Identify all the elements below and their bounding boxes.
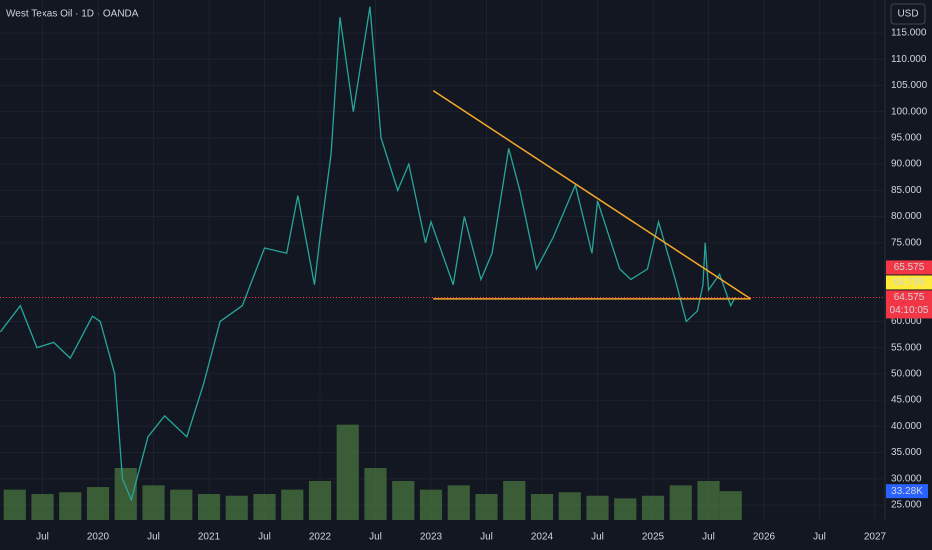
volume-bar bbox=[447, 485, 470, 520]
x-tick-label: 2023 bbox=[420, 532, 443, 543]
price-tag-bg bbox=[886, 260, 932, 275]
volume-bar bbox=[197, 494, 221, 520]
chart-title: West Texas Oil · 1D · OANDA bbox=[6, 9, 139, 20]
y-tick-label: 115.000 bbox=[891, 28, 927, 39]
price-tag: 64.759 bbox=[894, 277, 925, 288]
price-line bbox=[0, 6, 736, 502]
volume-bar bbox=[3, 489, 26, 520]
x-tick-label: Jul bbox=[36, 532, 49, 543]
x-tick-label: Jul bbox=[702, 532, 715, 543]
volume-tag-bg bbox=[886, 484, 928, 499]
x-tick-label: Jul bbox=[258, 532, 271, 543]
volume-bar bbox=[503, 481, 526, 520]
volume-bar bbox=[364, 468, 387, 520]
volume-bar bbox=[253, 494, 276, 520]
volume-bar bbox=[225, 495, 248, 520]
x-tick-label: 2022 bbox=[309, 532, 332, 543]
y-tick-label: 30.000 bbox=[891, 473, 922, 484]
volume-bar bbox=[719, 491, 742, 520]
price-tag: 65.575 bbox=[894, 262, 925, 273]
y-tick-label: 40.000 bbox=[891, 421, 922, 432]
x-tick-label: Jul bbox=[147, 532, 160, 543]
volume-bar bbox=[308, 481, 332, 520]
volume-tag: 33.28K bbox=[891, 486, 923, 497]
volume-bar bbox=[586, 495, 609, 520]
y-tick-label: 85.000 bbox=[891, 185, 922, 196]
currency[interactable]: USD bbox=[897, 9, 918, 20]
volume-bar bbox=[392, 481, 415, 520]
volume-bar bbox=[86, 487, 110, 520]
trend-line bbox=[432, 90, 752, 300]
price-tag-bg bbox=[886, 290, 932, 319]
price-tag: 64.575 bbox=[894, 292, 925, 303]
x-tick-label: 2021 bbox=[198, 532, 221, 543]
x-tick-label: 2027 bbox=[864, 532, 887, 543]
volume-bar bbox=[558, 492, 581, 520]
currency-button[interactable] bbox=[890, 3, 926, 25]
y-tick-label: 95.000 bbox=[891, 133, 922, 144]
x-tick-label: 2026 bbox=[753, 532, 776, 543]
volume-bar bbox=[336, 424, 359, 520]
grid bbox=[0, 0, 885, 520]
volume-bar bbox=[475, 494, 498, 520]
y-tick-label: 35.000 bbox=[891, 447, 922, 458]
y-tick-label: 100.000 bbox=[891, 106, 928, 117]
y-tick-label: 55.000 bbox=[891, 342, 922, 353]
volume-bar bbox=[669, 485, 692, 520]
volume-bar bbox=[614, 498, 637, 520]
volume-bar bbox=[697, 481, 720, 520]
volume-bar bbox=[530, 494, 554, 520]
countdown: 04:10:05 bbox=[890, 305, 929, 316]
y-tick-label: 90.000 bbox=[891, 159, 922, 170]
y-tick-label: 25.000 bbox=[891, 500, 922, 511]
volume-bar bbox=[170, 489, 193, 520]
x-tick-label: Jul bbox=[480, 532, 493, 543]
volume-bar bbox=[281, 489, 304, 520]
volume-bar bbox=[59, 492, 82, 520]
volume-bar bbox=[641, 495, 665, 520]
volume-bar bbox=[114, 468, 137, 520]
y-tick-label: 80.000 bbox=[891, 211, 922, 222]
volume-bar bbox=[419, 489, 443, 520]
x-tick-label: 2024 bbox=[531, 532, 554, 543]
y-tick-label: 60.000 bbox=[891, 316, 922, 327]
price-tag-bg bbox=[886, 275, 932, 290]
y-tick-label: 50.000 bbox=[891, 369, 922, 380]
volume-bar bbox=[31, 494, 54, 520]
x-tick-label: 2020 bbox=[87, 532, 110, 543]
x-tick-label: Jul bbox=[591, 532, 604, 543]
y-tick-label: 75.000 bbox=[891, 237, 922, 248]
y-tick-label: 105.000 bbox=[891, 80, 928, 91]
x-tick-label: Jul bbox=[813, 532, 826, 543]
y-tick-label: 110.000 bbox=[891, 54, 927, 65]
y-tick-label: 45.000 bbox=[891, 395, 922, 406]
x-tick-label: 2025 bbox=[642, 532, 665, 543]
x-tick-label: Jul bbox=[369, 532, 382, 543]
volume-bar bbox=[142, 485, 165, 520]
